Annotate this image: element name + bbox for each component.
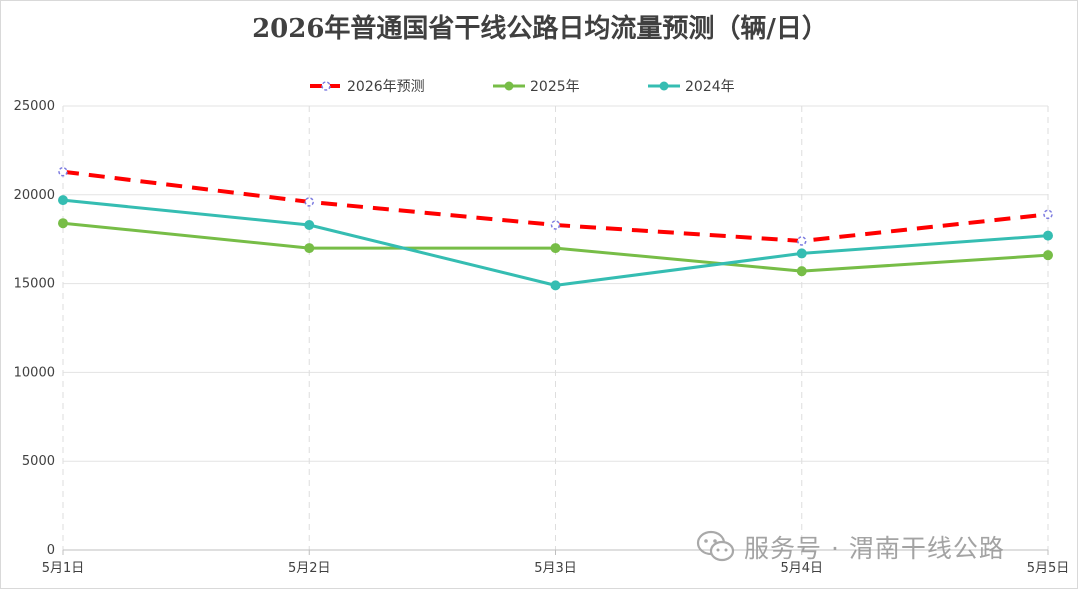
data-point — [304, 197, 314, 207]
data-point — [304, 219, 315, 230]
watermark: 服务号 · 渭南干线公路 — [696, 528, 1005, 566]
data-point — [58, 195, 68, 206]
data-point — [550, 280, 561, 291]
y-tick-label: 20000 — [14, 188, 55, 203]
y-tick-label: 25000 — [14, 99, 55, 114]
data-point — [1043, 250, 1053, 261]
wechat-icon — [696, 530, 735, 562]
data-point — [550, 220, 561, 230]
data-point — [1043, 209, 1053, 220]
legend-point — [321, 81, 331, 91]
x-tick-label: 5月1日 — [42, 561, 85, 576]
x-tick-label: 5月3日 — [534, 561, 577, 576]
legend-point — [659, 81, 669, 91]
legend-point — [504, 81, 514, 91]
data-point — [304, 243, 315, 254]
legend-label: 2024年 — [685, 79, 735, 95]
y-tick-label: 15000 — [14, 277, 55, 292]
data-point — [796, 248, 807, 259]
x-tick-label: 5月4日 — [780, 561, 823, 576]
data-point — [58, 166, 68, 177]
y-tick-label: 5000 — [22, 454, 55, 469]
x-tick-label: 5月2日 — [288, 561, 331, 576]
data-point — [1043, 230, 1053, 241]
y-tick-label: 10000 — [14, 365, 55, 380]
x-tick-label: 5月5日 — [1027, 561, 1070, 576]
y-tick-label: 0 — [47, 543, 55, 558]
data-point — [550, 243, 561, 254]
legend-label: 2026年预测 — [347, 79, 425, 95]
watermark-text: 服务号 · 渭南干线公路 — [744, 534, 1005, 563]
data-point — [58, 218, 68, 229]
chart-title: 2026年普通国省干线公路日均流量预测（辆/日） — [252, 14, 828, 44]
data-point — [796, 266, 807, 277]
data-point — [797, 236, 807, 246]
legend-label: 2025年 — [530, 79, 580, 95]
